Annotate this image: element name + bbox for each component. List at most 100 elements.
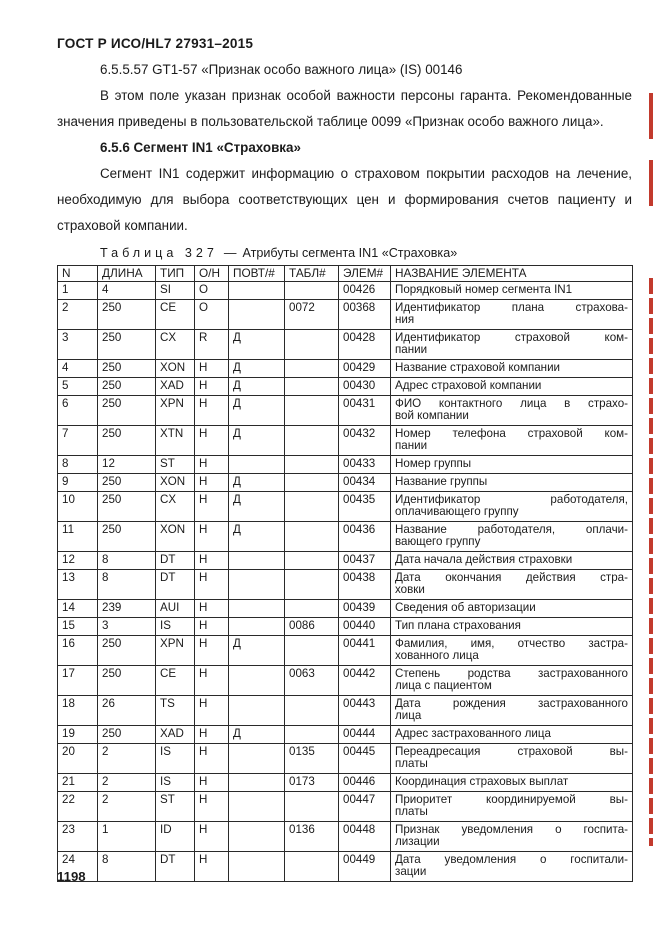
cell-length: 239 (97, 599, 156, 618)
element-name-line: ния (395, 313, 415, 326)
cell-table-id (284, 569, 339, 600)
cell-element-name: Переадресация страховой вы-платы (390, 743, 633, 774)
cell-number: 6 (57, 395, 98, 426)
cell-length: 26 (97, 695, 156, 726)
table-row: 14 239 AUI Н 00439 Сведения об авторизации (57, 599, 633, 618)
col-header-repeat: ПОВТ/# (228, 265, 285, 282)
col-header-element-id: ЭЛЕМ# (338, 265, 391, 282)
cell-element-id: 00443 (338, 695, 391, 726)
cell-type: XAD (155, 377, 195, 396)
cell-length: 4 (97, 281, 156, 300)
cell-repeat (228, 617, 285, 636)
cell-type: XAD (155, 725, 195, 744)
table-row: 15 3 IS Н 0086 00440 Тип плана страхования (57, 617, 633, 636)
element-name-line: Порядковый номер сегмента IN1 (395, 283, 573, 296)
cell-required: Н (194, 521, 229, 552)
cell-length: 250 (97, 299, 156, 330)
element-name-line: лица (395, 709, 422, 722)
cell-element-name: Дата уведомления о госпитали-зации (390, 851, 633, 882)
cell-repeat: Д (228, 473, 285, 492)
table-row: 21 2 IS Н 0173 00446 Координация страховых вып… (57, 773, 633, 792)
cell-required: Н (194, 455, 229, 474)
cell-table-id (284, 791, 339, 822)
cell-element-id: 00433 (338, 455, 391, 474)
element-name-line: Сведения об авторизации (395, 601, 536, 614)
cell-required: Н (194, 791, 229, 822)
cell-number: 1 (57, 281, 98, 300)
cell-length: 2 (97, 743, 156, 774)
cell-required: Н (194, 359, 229, 378)
table-row: 2 250 CE O 0072 00368 Идентификатор плана стра… (57, 299, 633, 330)
cell-table-id (284, 521, 339, 552)
cell-element-id: 00428 (338, 329, 391, 360)
cell-length: 250 (97, 395, 156, 426)
table-row: 5 250 XAD Н Д 00430 Адрес страховой компании (57, 377, 633, 396)
document-title: ГОСТ Р ИСО/HL7 27931–2015 (57, 36, 254, 51)
cell-number: 3 (57, 329, 98, 360)
cell-required: Н (194, 725, 229, 744)
cell-element-id: 00445 (338, 743, 391, 774)
element-name-line: вающего группу (395, 535, 481, 548)
cell-length: 250 (97, 473, 156, 492)
cell-repeat (228, 455, 285, 474)
cell-table-id: 0063 (284, 665, 339, 696)
table-row: 18 26 TS Н 00443 Дата рождения застрахованног… (57, 695, 633, 726)
element-name-line: Адрес застрахованного лица (395, 727, 551, 740)
cell-element-name: Тип плана страхования (390, 617, 633, 636)
cell-element-id: 00441 (338, 635, 391, 666)
cell-table-id (284, 329, 339, 360)
page-number: 1198 (57, 869, 86, 884)
cell-table-id: 0136 (284, 821, 339, 852)
cell-type: AUI (155, 599, 195, 618)
cell-required: O (194, 299, 229, 330)
cell-table-id (284, 635, 339, 666)
cell-type: DT (155, 851, 195, 882)
cell-number: 10 (57, 491, 98, 522)
cell-length: 8 (97, 569, 156, 600)
element-name-line: платы (395, 757, 428, 770)
cell-element-name: Порядковый номер сегмента IN1 (390, 281, 633, 300)
cell-number: 2 (57, 299, 98, 330)
cell-element-id: 00434 (338, 473, 391, 492)
cell-number: 18 (57, 695, 98, 726)
cell-table-id (284, 395, 339, 426)
cell-table-id (284, 551, 339, 570)
table-header-row: N ДЛИНА ТИП О/Н ПОВТ/# ТАБЛ# ЭЛЕМ# НАЗВА… (57, 265, 633, 282)
segment-heading-6-5-6: 6.5.6 Сегмент IN1 «Страховка» (100, 140, 301, 155)
element-name-line: зации (395, 865, 427, 878)
table-row: 13 8 DT Н 00438 Дата окончания действия стра-… (57, 569, 633, 600)
cell-length: 250 (97, 665, 156, 696)
cell-type: XTN (155, 425, 195, 456)
cell-type: ID (155, 821, 195, 852)
col-header-type: ТИП (155, 265, 195, 282)
cell-length: 1 (97, 821, 156, 852)
element-name-line: ховки (395, 583, 425, 596)
cell-element-id: 00444 (338, 725, 391, 744)
cell-element-id: 00449 (338, 851, 391, 882)
cell-length: 8 (97, 851, 156, 882)
cell-number: 16 (57, 635, 98, 666)
table-caption: Таблица 327 — Атрибуты сегмента IN1 «Страх… (57, 242, 632, 264)
cell-repeat (228, 299, 285, 330)
cell-required: Н (194, 491, 229, 522)
cell-table-id: 0135 (284, 743, 339, 774)
cell-table-id (284, 359, 339, 378)
cell-required: Н (194, 743, 229, 774)
cell-repeat (228, 695, 285, 726)
cell-repeat (228, 569, 285, 600)
cell-table-id (284, 725, 339, 744)
cell-required: R (194, 329, 229, 360)
cell-length: 250 (97, 521, 156, 552)
table-row: 20 2 IS Н 0135 00445 Переадресация страховой в… (57, 743, 633, 774)
element-name-line: лица с пациентом (395, 679, 492, 692)
cell-type: TS (155, 695, 195, 726)
cell-type: CE (155, 299, 195, 330)
cell-length: 3 (97, 617, 156, 636)
cell-repeat: Д (228, 395, 285, 426)
table-row: 16 250 XPN Н Д 00441 Фамилия, имя, отчество за… (57, 635, 633, 666)
cell-required: Н (194, 569, 229, 600)
cell-type: CX (155, 329, 195, 360)
cell-repeat (228, 281, 285, 300)
cell-repeat (228, 551, 285, 570)
cell-repeat: Д (228, 725, 285, 744)
